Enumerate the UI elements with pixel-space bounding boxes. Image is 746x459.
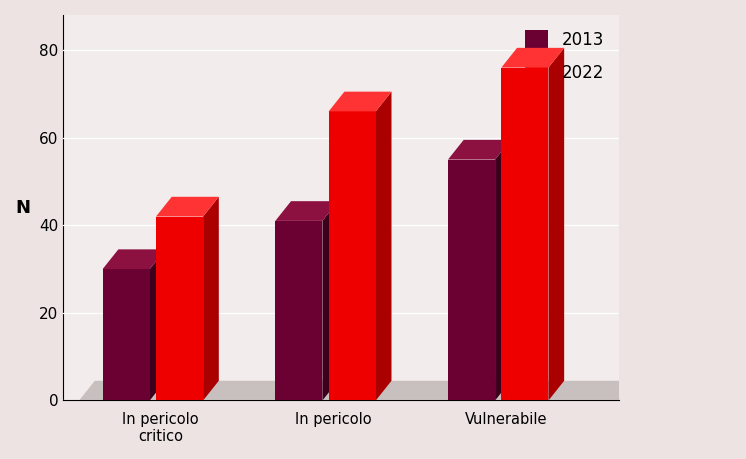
Polygon shape [329,92,392,112]
Polygon shape [275,221,322,401]
Polygon shape [548,48,564,401]
Polygon shape [501,67,548,401]
Polygon shape [322,201,338,401]
Polygon shape [203,197,219,401]
Y-axis label: N: N [15,199,30,217]
Polygon shape [501,48,564,67]
Polygon shape [495,140,511,401]
Polygon shape [103,249,166,269]
Polygon shape [103,269,150,401]
Polygon shape [79,381,635,401]
Polygon shape [275,201,338,221]
Polygon shape [150,249,166,401]
Polygon shape [376,92,392,401]
Polygon shape [156,197,219,217]
Polygon shape [156,217,203,401]
Polygon shape [448,160,495,401]
Polygon shape [329,112,376,401]
Legend: 2013, 2022: 2013, 2022 [518,23,611,89]
Polygon shape [448,140,511,160]
